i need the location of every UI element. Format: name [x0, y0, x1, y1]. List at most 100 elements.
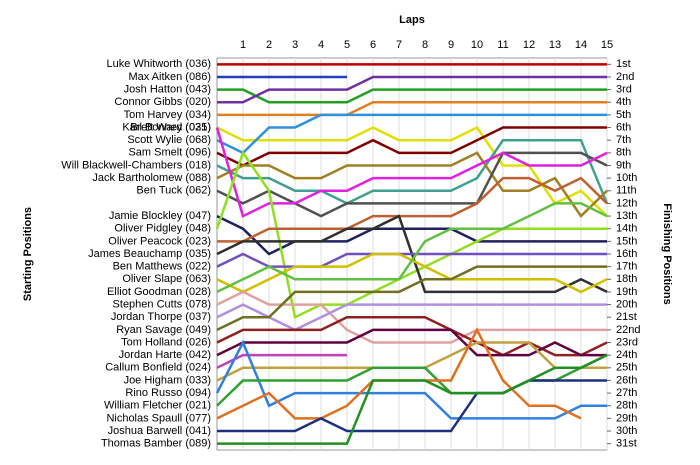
y2-tick-label: 1st	[616, 58, 631, 70]
x-tick-label: 3	[292, 39, 298, 51]
x-tick-label: 13	[549, 39, 561, 51]
y2-tick-label: 31st	[616, 438, 637, 450]
position-line	[217, 88, 607, 104]
driver-label: Joe Higham (033)	[124, 374, 211, 386]
y2-tick-label: 22nd	[616, 324, 640, 336]
position-line	[216, 214, 607, 256]
y2-tick-label: 23rd	[616, 336, 638, 348]
x-tick-label: 14	[575, 39, 587, 51]
driver-label: Ben Matthews (022)	[113, 261, 211, 273]
y2-tick-label: 20th	[616, 298, 637, 310]
driver-label: Josh Hatton (043)	[124, 84, 211, 96]
y2-tick-label: 13th	[616, 210, 637, 222]
chart-title: Laps	[399, 14, 425, 26]
position-line	[216, 113, 607, 155]
y2-tick-label: 3rd	[616, 84, 632, 96]
y2-tick-label: 21st	[616, 311, 637, 323]
y2-tick-label: 11th	[616, 185, 637, 197]
position-line	[216, 126, 607, 167]
driver-label: Karl Bonney (025)	[122, 121, 211, 133]
position-line	[217, 176, 608, 243]
x-tick-label: 10	[471, 39, 483, 51]
position-line	[217, 354, 608, 445]
y-axis-label: Starting Positions	[22, 207, 34, 301]
y2-tick-label: 2nd	[616, 71, 634, 83]
y2-tick-label: 28th	[616, 400, 637, 412]
driver-label: Jordan Harte (042)	[119, 349, 211, 361]
driver-label: William Fletcher (021)	[104, 400, 211, 412]
x-tick-label: 5	[344, 39, 350, 51]
position-line	[217, 75, 607, 104]
driver-label: James Beauchamp (035)	[88, 248, 211, 260]
x-tick-label: 7	[396, 39, 402, 51]
x-tick-label: 15	[601, 39, 613, 51]
y2-tick-label: 24th	[616, 349, 637, 361]
y2-tick-label: 7th	[616, 134, 631, 146]
driver-label: Oliver Peacock (023)	[108, 235, 211, 247]
x-tick-label: 11	[497, 39, 508, 51]
y2-tick-label: 6th	[616, 121, 631, 133]
driver-label: Max Aitken (086)	[128, 71, 211, 83]
position-line	[216, 303, 607, 332]
x-tick-label: 1	[240, 39, 246, 51]
y2-tick-label: 14th	[616, 223, 637, 235]
position-line	[215, 127, 608, 218]
y2-tick-label: 25th	[616, 362, 637, 374]
y2-tick-label: 29th	[616, 412, 637, 424]
driver-label: Joshua Barwell (041)	[108, 425, 211, 437]
y2-tick-label: 19th	[616, 286, 637, 298]
position-line	[215, 339, 607, 420]
y2-tick-label: 12th	[616, 197, 637, 209]
y2-tick-label: 17th	[616, 261, 637, 273]
driver-label: Sam Smelt (096)	[128, 147, 211, 159]
driver-label: Ben Tuck (062)	[136, 185, 211, 197]
driver-label: Stephen Cutts (078)	[113, 298, 211, 310]
x-tick-label: 6	[370, 39, 376, 51]
driver-label: Tom Holland (026)	[121, 336, 211, 348]
y2-tick-label: 18th	[616, 273, 637, 285]
y2-tick-label: 4th	[616, 96, 631, 108]
x-tick-label: 2	[266, 39, 272, 51]
driver-label: Thomas Bamber (089)	[101, 438, 211, 450]
position-line	[216, 252, 607, 268]
position-line	[216, 265, 607, 331]
position-line	[216, 151, 608, 218]
y2-tick-label: 30th	[616, 425, 637, 437]
driver-label: Jamie Blockley (047)	[109, 210, 211, 222]
driver-label: Tom Harvey (034)	[124, 109, 211, 121]
y2-tick-label: 16th	[616, 248, 637, 260]
driver-label: Scott Wylie (068)	[127, 134, 211, 146]
position-line	[217, 379, 607, 433]
driver-label: Ryan Savage (049)	[116, 324, 211, 336]
position-line	[217, 101, 607, 117]
driver-label: Rino Russo (094)	[125, 387, 211, 399]
driver-label: Jack Bartholomew (088)	[92, 172, 211, 184]
driver-label: Elliot Goodman (028)	[107, 286, 211, 298]
y2-axis-label: Finishing Positions	[661, 203, 673, 304]
y2-tick-label: 5th	[616, 109, 631, 121]
position-line	[215, 150, 607, 320]
x-tick-label: 9	[448, 39, 454, 51]
driver-label: Oliver Slape (063)	[122, 273, 211, 285]
y2-tick-label: 10th	[616, 172, 637, 184]
driver-label: Luke Whitworth (036)	[106, 58, 211, 70]
driver-label: Connor Gibbs (020)	[114, 96, 211, 108]
driver-label: Jordan Thorpe (037)	[111, 311, 211, 323]
y2-tick-label: 27th	[616, 387, 637, 399]
driver-label: Nicholas Spaull (077)	[106, 412, 211, 424]
position-line	[216, 328, 607, 357]
y2-tick-label: 26th	[616, 374, 637, 386]
driver-label: Oliver Pidgley (048)	[114, 223, 211, 235]
driver-label: Brett Ward (031)	[130, 121, 211, 133]
driver-label: Will Blackwell-Chambers (018)	[61, 159, 211, 171]
position-line	[216, 202, 608, 294]
position-line	[216, 353, 347, 369]
x-tick-label: 8	[422, 39, 428, 51]
driver-label: Callum Bonfield (024)	[105, 362, 211, 374]
y2-tick-label: 9th	[616, 159, 631, 171]
y2-tick-label: 15th	[616, 235, 637, 247]
x-tick-label: 4	[318, 39, 324, 51]
position-line	[216, 138, 609, 205]
y2-tick-label: 8th	[616, 147, 631, 159]
